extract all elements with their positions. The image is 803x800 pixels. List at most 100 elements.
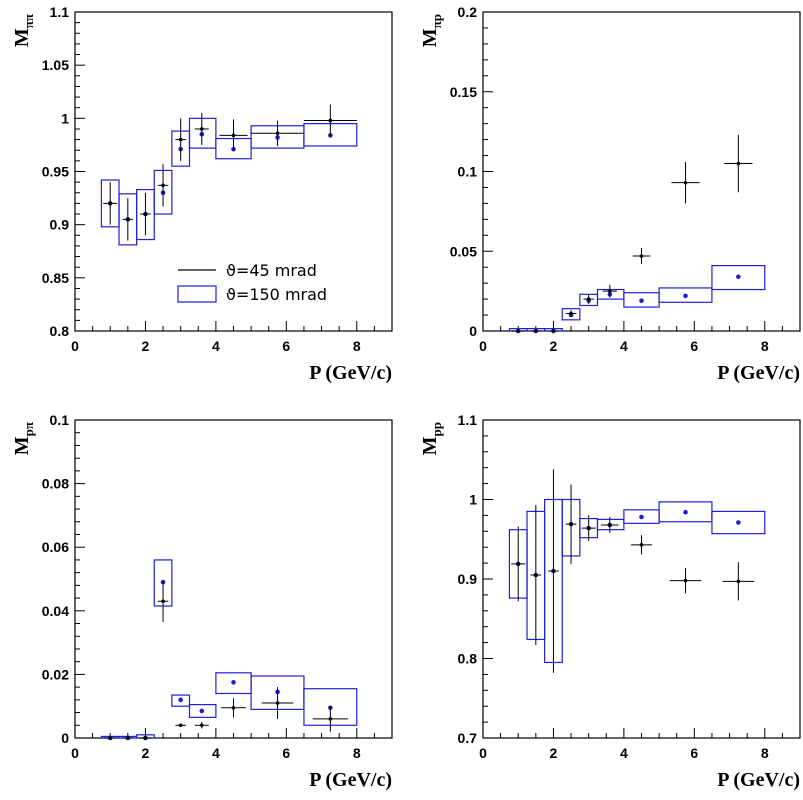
point-45mrad	[200, 723, 204, 728]
point-150mrad	[736, 274, 741, 280]
x-tick-label: 4	[620, 745, 628, 761]
plot-frame	[482, 419, 801, 739]
x-axis-title: P (GeV/c)	[717, 362, 800, 384]
x-tick-label: 2	[550, 338, 558, 354]
legend-box-150mrad	[177, 285, 217, 303]
y-tick-label: 0.05	[450, 243, 477, 259]
y-tick-label: 0.15	[450, 84, 477, 100]
point-150mrad	[683, 293, 688, 299]
point-45mrad	[569, 522, 573, 526]
x-tick-label: 4	[212, 338, 220, 354]
box-150mrad	[188, 704, 217, 718]
box-150mrad	[561, 308, 581, 321]
y-tick-label: 0.1	[458, 164, 478, 180]
y-axis-title-main: M	[11, 436, 33, 455]
y-axis-title-main: M	[419, 28, 441, 47]
x-tick-label: 0	[71, 338, 79, 354]
panel-3: 0 2 4 6 8 0 0.02 0.04 0.06 0.08 0.1 P (GeV/c) Mpπ	[11, 412, 393, 791]
x-tick-label: 4	[620, 338, 628, 354]
y-tick-label: 0.04	[42, 603, 69, 619]
y-axis-title-sub: pπ	[21, 422, 36, 436]
point-45mrad	[231, 705, 236, 710]
point-45mrad	[586, 297, 591, 301]
panel-1: 0 2 4 6 8 0.8 0.85 0.9 0.95 1 1.05 1.1 P (GeV/c) Mππ ϑ…	[11, 4, 393, 384]
x-tick-label: 6	[690, 338, 698, 354]
panel-4: 0 2 4 6 8 0.7 0.8 0.9 1 1.1 P (GeV/c) Mpp	[419, 412, 801, 791]
point-45mrad	[143, 212, 148, 216]
x-tick-label: 6	[690, 745, 698, 761]
point-45mrad	[231, 133, 236, 138]
x-tick-label: 6	[282, 338, 290, 354]
point-150mrad	[199, 708, 205, 714]
point-45mrad	[200, 127, 204, 131]
x-axis-title: P (GeV/c)	[309, 769, 392, 791]
point-45mrad	[275, 131, 280, 136]
y-tick-label: 0.85	[42, 270, 69, 286]
x-axis-title: P (GeV/c)	[717, 769, 800, 791]
point-45mrad	[178, 137, 183, 142]
point-45mrad	[551, 569, 556, 573]
box-150mrad	[171, 694, 191, 707]
point-45mrad	[516, 562, 521, 566]
y-axis-title: Mpπ	[11, 422, 36, 455]
plot-frame	[74, 11, 393, 332]
y-tick-label: 0.1	[50, 412, 70, 428]
point-45mrad	[275, 701, 280, 705]
y-tick-label: 0.8	[458, 651, 478, 667]
x-tick-label: 6	[282, 745, 290, 761]
point-45mrad	[683, 578, 688, 583]
point-45mrad	[639, 254, 644, 258]
x-axis-title: P (GeV/c)	[309, 362, 392, 384]
point-45mrad	[736, 161, 741, 166]
y-axis-title-main: M	[11, 28, 33, 47]
point-45mrad	[516, 329, 521, 333]
x-tick-label: 8	[761, 745, 769, 761]
legend: ϑ=45 mrad ϑ=150 mrad	[177, 261, 327, 304]
y-tick-label: 1	[469, 492, 477, 508]
y-tick-label: 0.9	[50, 217, 70, 233]
plot-frame	[482, 11, 801, 332]
y-tick-label: 0.2	[458, 4, 478, 20]
box-150mrad	[596, 518, 625, 531]
point-45mrad	[534, 329, 538, 333]
y-tick-label: 1	[61, 110, 69, 126]
y-axis-title-sub: ππ	[21, 14, 36, 28]
box-150mrad	[188, 117, 217, 149]
y-tick-label: 1.05	[42, 57, 69, 73]
point-150mrad	[178, 697, 183, 703]
y-axis-title: Mπp	[419, 14, 444, 47]
point-45mrad	[328, 717, 333, 721]
plot-frame	[74, 419, 393, 739]
x-tick-label: 8	[353, 745, 361, 761]
point-45mrad	[569, 311, 573, 316]
point-45mrad	[586, 526, 591, 530]
y-tick-label: 0	[469, 323, 477, 339]
y-axis-title: Mpp	[419, 422, 444, 455]
x-tick-label: 0	[479, 338, 487, 354]
point-150mrad	[639, 298, 644, 303]
y-tick-label: 1.1	[50, 4, 70, 20]
x-tick-label: 4	[212, 745, 220, 761]
y-tick-label: 0.06	[42, 539, 69, 555]
x-tick-label: 0	[71, 745, 79, 761]
x-tick-label: 2	[550, 745, 558, 761]
point-45mrad	[683, 180, 688, 185]
y-axis-title-sub: πp	[429, 14, 444, 28]
y-tick-label: 0.9	[458, 571, 478, 587]
point-45mrad	[608, 523, 612, 527]
panel-2: 0 2 4 6 8 0 0.05 0.1 0.15 0.2 P (GeV/c) Mπp	[419, 4, 801, 384]
point-45mrad	[143, 736, 148, 740]
y-tick-label: 1.1	[458, 412, 478, 428]
x-tick-label: 0	[479, 745, 487, 761]
point-45mrad	[178, 723, 183, 728]
x-tick-label: 2	[142, 338, 150, 354]
x-tick-label: 2	[142, 745, 150, 761]
y-tick-label: 0.7	[458, 730, 478, 746]
x-tick-label: 8	[761, 338, 769, 354]
box-150mrad	[711, 265, 766, 291]
point-150mrad	[683, 509, 688, 515]
y-tick-label: 0.8	[50, 323, 70, 339]
y-axis-title-main: M	[419, 436, 441, 455]
y-tick-label: 0.95	[42, 164, 69, 180]
